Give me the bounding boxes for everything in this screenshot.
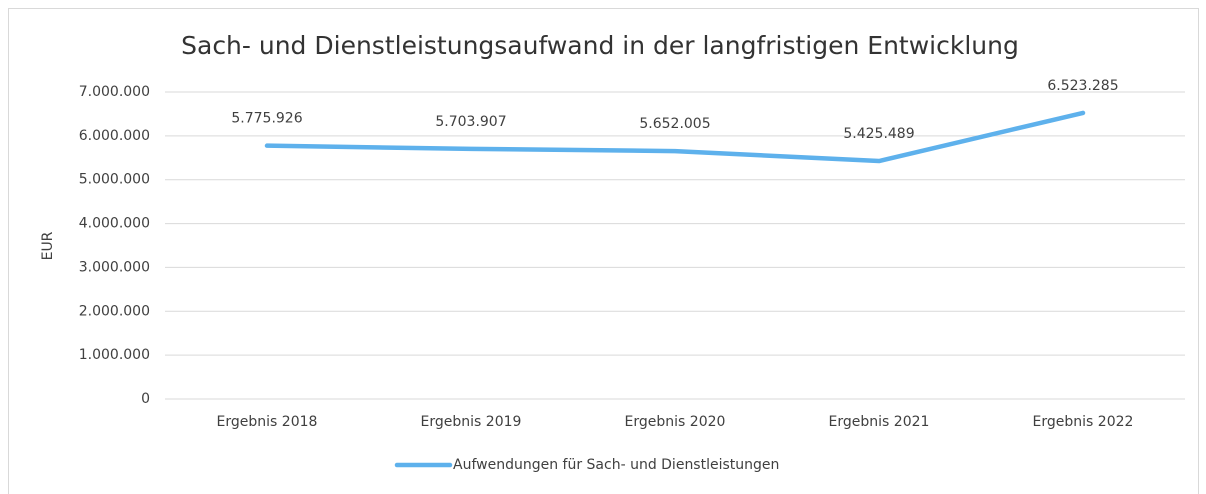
data-label: 5.775.926	[231, 111, 302, 127]
y-tick-label: 0	[141, 391, 150, 407]
y-tick-label: 2.000.000	[79, 303, 150, 319]
data-label: 5.652.005	[639, 116, 710, 132]
x-tick-label: Ergebnis 2022	[1033, 414, 1134, 430]
chart-title: Sach- und Dienstleistungsaufwand in der …	[181, 31, 1019, 60]
y-tick-label: 4.000.000	[79, 216, 150, 232]
y-tick-label: 1.000.000	[79, 347, 150, 363]
y-tick-label: 5.000.000	[79, 172, 150, 188]
data-label: 5.703.907	[435, 114, 506, 130]
y-tick-label: 3.000.000	[79, 259, 150, 275]
x-tick-label: Ergebnis 2018	[217, 414, 318, 430]
chart-border	[8, 8, 1199, 494]
x-tick-label: Ergebnis 2019	[421, 414, 522, 430]
y-axis-label: EUR	[40, 231, 56, 260]
series-line	[264, 110, 1086, 164]
legend-label: Aufwendungen für Sach- und Dienstleistun…	[453, 457, 779, 473]
x-tick-label: Ergebnis 2020	[625, 414, 726, 430]
y-tick-label: 7.000.000	[79, 84, 150, 100]
data-label: 6.523.285	[1047, 78, 1118, 94]
x-tick-label: Ergebnis 2021	[829, 414, 930, 430]
data-label: 5.425.489	[843, 126, 914, 142]
y-tick-label: 6.000.000	[79, 128, 150, 144]
